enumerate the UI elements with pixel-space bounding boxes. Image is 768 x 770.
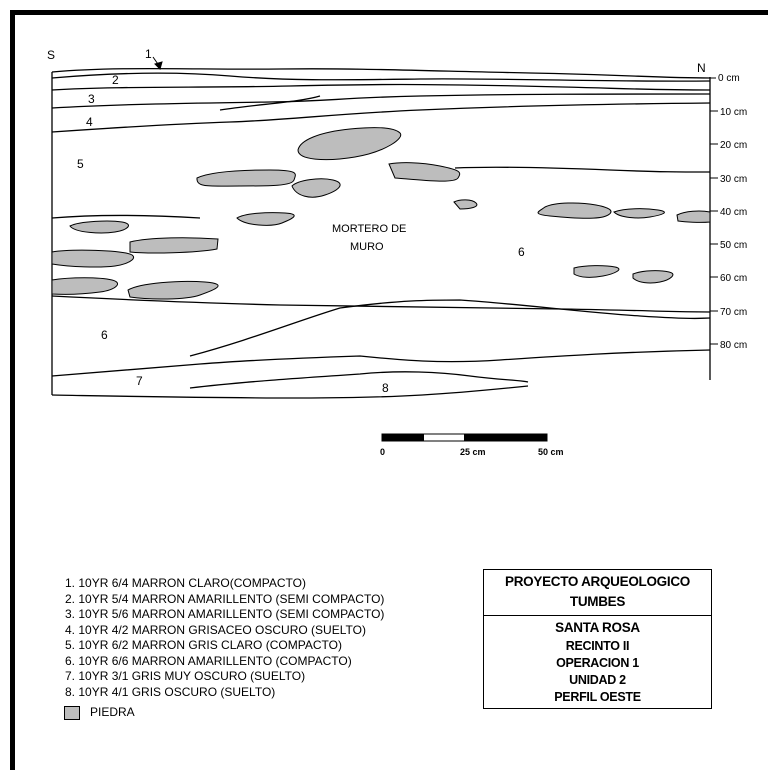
depth-tick-label: 50 cm xyxy=(720,240,747,251)
legend-item: 3. 10YR 5/6 MARRON AMARILLENTO (SEMI COM… xyxy=(65,607,385,621)
stone xyxy=(129,237,219,254)
legend-item: 7. 10YR 3/1 GRIS MUY OSCURO (SUELTO) xyxy=(65,669,306,683)
depth-tick-label: 20 cm xyxy=(720,140,747,151)
orientation-south: S xyxy=(47,48,55,62)
layer-1-arrow xyxy=(152,56,163,70)
stone xyxy=(453,199,478,210)
layer-boundary-5-left xyxy=(51,214,201,219)
stone xyxy=(51,277,118,295)
layer-label: 8 xyxy=(382,381,389,395)
project-line: TUMBES xyxy=(569,594,626,609)
title-line: PERFIL OESTE xyxy=(554,690,641,704)
layer-label: 1 xyxy=(145,47,152,61)
legend: 1. 10YR 6/4 MARRON CLARO(COMPACTO) 2. 10… xyxy=(65,576,384,700)
title-line: OPERACION 1 xyxy=(556,656,639,670)
layer-boundary-2 xyxy=(51,83,711,91)
stone xyxy=(297,127,402,161)
mortero-label: MORTERO DE xyxy=(332,223,406,235)
stone xyxy=(613,208,665,219)
stone xyxy=(291,178,341,198)
title-block: PROYECTO ARQUEOLOGICO TUMBES SANTA ROSA … xyxy=(483,569,712,709)
piedra-label: PIEDRA xyxy=(90,705,135,719)
stone xyxy=(196,169,296,187)
scale-bar: 0 25 cm 50 cm xyxy=(380,433,564,457)
project-line: PROYECTO ARQUEOLOGICO xyxy=(505,574,690,589)
depth-tick-label: 70 cm xyxy=(720,307,747,318)
legend-item: 6. 10YR 6/6 MARRON AMARILLENTO (COMPACTO… xyxy=(65,653,352,668)
project-heading: PROYECTO ARQUEOLOGICO TUMBES xyxy=(484,570,711,616)
layer-label: 7 xyxy=(136,374,143,388)
drawing-frame xyxy=(10,10,768,770)
layer-boundary-5-6 xyxy=(454,166,711,173)
title-line: UNIDAD 2 xyxy=(569,673,626,687)
legend-item: 1. 10YR 6/4 MARRON CLARO(COMPACTO) xyxy=(65,576,306,590)
stone xyxy=(676,210,711,223)
scale-label: 0 xyxy=(380,447,385,457)
scale-label: 25 cm xyxy=(460,447,486,457)
layer-boundary-4 xyxy=(51,102,711,133)
mortero-label: MURO xyxy=(350,241,384,253)
stone-swatch-icon xyxy=(64,705,80,720)
stone xyxy=(236,212,295,226)
layer-label: 3 xyxy=(88,92,95,106)
layer-boundary-3 xyxy=(51,93,711,109)
stone xyxy=(573,265,620,278)
mortar-bottom-line xyxy=(51,295,711,313)
layer-label: 2 xyxy=(112,73,119,87)
depth-tick-label: 60 cm xyxy=(720,273,747,284)
depth-tick-label: 30 cm xyxy=(720,174,747,185)
stone xyxy=(127,280,219,300)
layer-label: 6 xyxy=(101,328,108,342)
depth-tick-label: 80 cm xyxy=(720,340,747,351)
layer-boundary-1 xyxy=(51,72,711,82)
layer-6-arch xyxy=(189,299,711,357)
layer-label: 5 xyxy=(77,157,84,171)
stone xyxy=(632,270,674,284)
layer-boundary-7-8 xyxy=(189,371,529,389)
layer-boundary-3b xyxy=(219,95,321,111)
legend-item: 4. 10YR 4/2 MARRON GRISACEO OSCURO (SUEL… xyxy=(65,622,366,637)
legend-piedra: PIEDRA xyxy=(64,705,135,720)
orientation-north: N xyxy=(697,61,706,75)
layer-boundary-6-7 xyxy=(51,349,711,377)
site-name: SANTA ROSA xyxy=(555,620,640,635)
layer-label: 4 xyxy=(86,115,93,129)
title-line: RECINTO II xyxy=(565,639,630,653)
layer-label: 6 xyxy=(518,245,525,259)
scale-label: 50 cm xyxy=(538,447,564,457)
legend-item: 5. 10YR 6/2 MARRON GRIS CLARO (COMPACTO) xyxy=(65,638,342,652)
profile-bottom-line xyxy=(51,385,529,399)
surface-line xyxy=(51,67,711,79)
stone xyxy=(388,162,461,182)
depth-tick-label: 0 cm xyxy=(718,73,740,84)
depth-tick-label: 10 cm xyxy=(720,107,747,118)
legend-item: 8. 10YR 4/1 GRIS OSCURO (SUELTO) xyxy=(65,684,276,699)
stone xyxy=(51,249,135,268)
depth-tick-label: 40 cm xyxy=(720,207,747,218)
legend-item: 2. 10YR 5/4 MARRON AMARILLENTO (SEMI COM… xyxy=(65,591,385,606)
stone xyxy=(69,220,129,234)
stone xyxy=(537,202,612,219)
